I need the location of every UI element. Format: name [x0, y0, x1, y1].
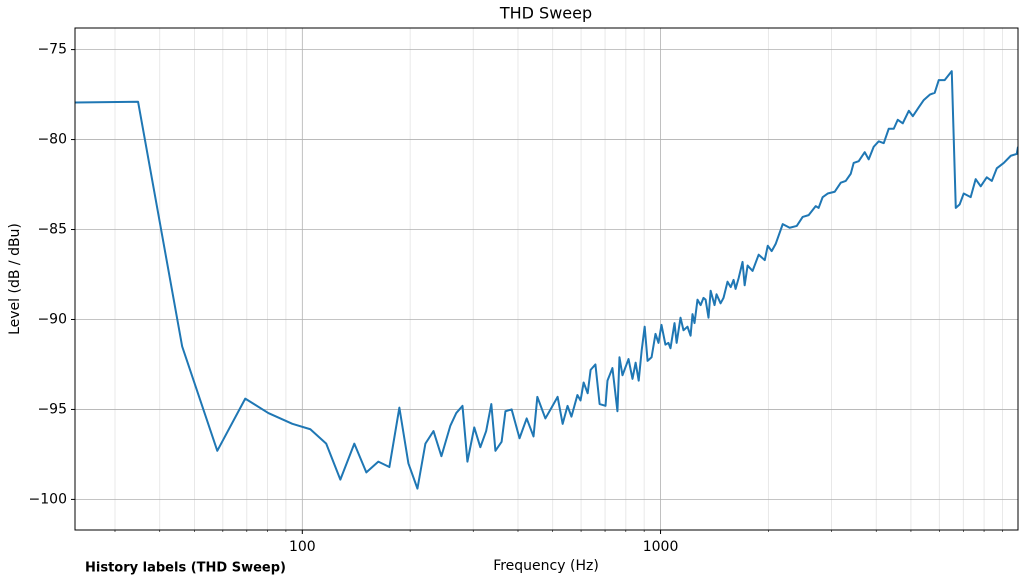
y-tick-label: −90	[37, 311, 67, 327]
y-tick-label: −100	[29, 491, 67, 507]
chart-title: THD Sweep	[499, 4, 592, 23]
y-tick-label: −85	[37, 222, 67, 238]
grid	[75, 28, 1018, 530]
y-axis-label: Level (dB / dBu)	[7, 223, 23, 335]
x-axis-label: Frequency (Hz)	[493, 558, 599, 574]
x-tick-label: 100	[289, 539, 316, 555]
annotation: History labels (THD Sweep)	[85, 561, 286, 576]
plot-area	[75, 70, 1018, 490]
y-tick-label: −75	[37, 42, 67, 58]
y-tick-label: −80	[37, 132, 67, 148]
x-tick-label: 1000	[643, 539, 679, 555]
y-tick-label: −95	[37, 401, 67, 417]
plot-frame	[74, 27, 1019, 531]
data-line	[75, 70, 1018, 490]
